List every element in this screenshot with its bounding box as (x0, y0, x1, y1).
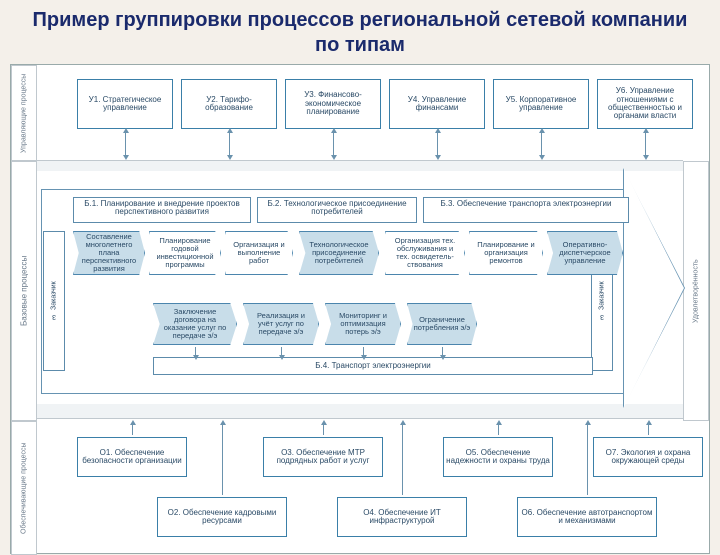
arrow-v4 (437, 133, 438, 155)
arr-o6 (587, 425, 588, 495)
chev-r2-1: Реализация и учёт услуг по передаче э/э (243, 303, 319, 345)
sidebox-right-text: Заказчик (599, 282, 606, 311)
box-v1: У1. Стратегическое управление (77, 79, 173, 129)
box-v6: У6. Управление отношениями с общественно… (597, 79, 693, 129)
box-o4: О4. Обеспечение ИТ инфраструктурой (337, 497, 467, 537)
chev-r1-2: Организация и выполнение работ (225, 231, 293, 275)
box-o3: О3. Обеспечение МТР подрядных работ и ус… (263, 437, 383, 477)
box-o5: О5. Обеспечение надежности и охраны труд… (443, 437, 553, 477)
row-label-supporting: Обеспечивающие процессы (11, 421, 37, 555)
sidebox-right-digit: 3 (600, 313, 604, 320)
box-o6: О6. Обеспечение автотранспортом и механи… (517, 497, 657, 537)
page-title: Пример группировки процессов регионально… (0, 0, 720, 64)
arr-r2-0 (195, 347, 196, 355)
chev-r1-3: Технологическое присоединение потребител… (299, 231, 379, 275)
arrow-v5 (541, 133, 542, 155)
arr-o2 (222, 425, 223, 495)
arr-r2-2 (363, 347, 364, 355)
box-v4: У4. Управление финансами (389, 79, 485, 129)
arrow-v1 (125, 133, 126, 155)
b2-header: Б.2. Технологическое присоединение потре… (257, 197, 417, 223)
box-o1: О1. Обеспечение безопасности организации (77, 437, 187, 477)
chev-r1-4: Организация тех. обслуживания и тех. осв… (385, 231, 465, 275)
box-o7: О7. Экология и охрана окружающей среды (593, 437, 703, 477)
chev-r2-3: Ограничение потребления э/э (407, 303, 477, 345)
sidebox-left-digit: 3 (52, 313, 56, 320)
diagram-canvas: Управляющие процессы Базовые процессы Об… (10, 64, 710, 554)
arr-r2-1 (281, 347, 282, 355)
arrow-v2 (229, 133, 230, 155)
big-arrow: 3 Заказчик 3 Заказчик Б.1. Планирование … (37, 171, 683, 404)
b4-footer: Б.4. Транспорт электроэнергии (153, 357, 593, 375)
arr-o3 (323, 425, 324, 435)
arr-o1 (132, 425, 133, 435)
row-base: 3 Заказчик 3 Заказчик Б.1. Планирование … (37, 161, 683, 419)
arr-o4 (402, 425, 403, 495)
arr-o5 (498, 425, 499, 435)
box-v3: У3. Финансово- экономическое планировани… (285, 79, 381, 129)
sidebox-left: 3 Заказчик (43, 231, 65, 371)
row-managing: У1. Стратегическое управление У2. Тарифо… (37, 65, 683, 161)
chev-r1-0: Составление многолетнего плана перспекти… (73, 231, 145, 275)
chev-r1-6: Оперативно- диспетчерское управление (547, 231, 623, 275)
row-supporting: О1. Обеспечение безопасности организации… (37, 419, 683, 553)
sidebox-left-text: Заказчик (51, 282, 58, 311)
chev-r1-1: Планирование годовой инвестиционной прог… (149, 231, 221, 275)
chev-r2-0: Заключение договора на оказание услуг по… (153, 303, 237, 345)
arrow-v3 (333, 133, 334, 155)
box-v2: У2. Тарифо- образование (181, 79, 277, 129)
arr-o7 (648, 425, 649, 435)
chev-r1-5: Планирование и организация ремонтов (469, 231, 543, 275)
arr-r2-3 (442, 347, 443, 355)
arrow-v6 (645, 133, 646, 155)
box-v5: У5. Корпоративное управление (493, 79, 589, 129)
row-label-base: Базовые процессы (11, 161, 37, 421)
row-label-satisfaction: Удовлетворённость (683, 161, 709, 421)
b3-header: Б.3. Обеспечение транспорта электроэнерг… (423, 197, 629, 223)
b1-header: Б.1. Планирование и внедрение проектов п… (73, 197, 251, 223)
row-label-managing: Управляющие процессы (11, 65, 37, 161)
box-o2: О2. Обеспечение кадровыми ресурсами (157, 497, 287, 537)
chev-r2-2: Мониторинг и оптимизация потерь э/э (325, 303, 401, 345)
